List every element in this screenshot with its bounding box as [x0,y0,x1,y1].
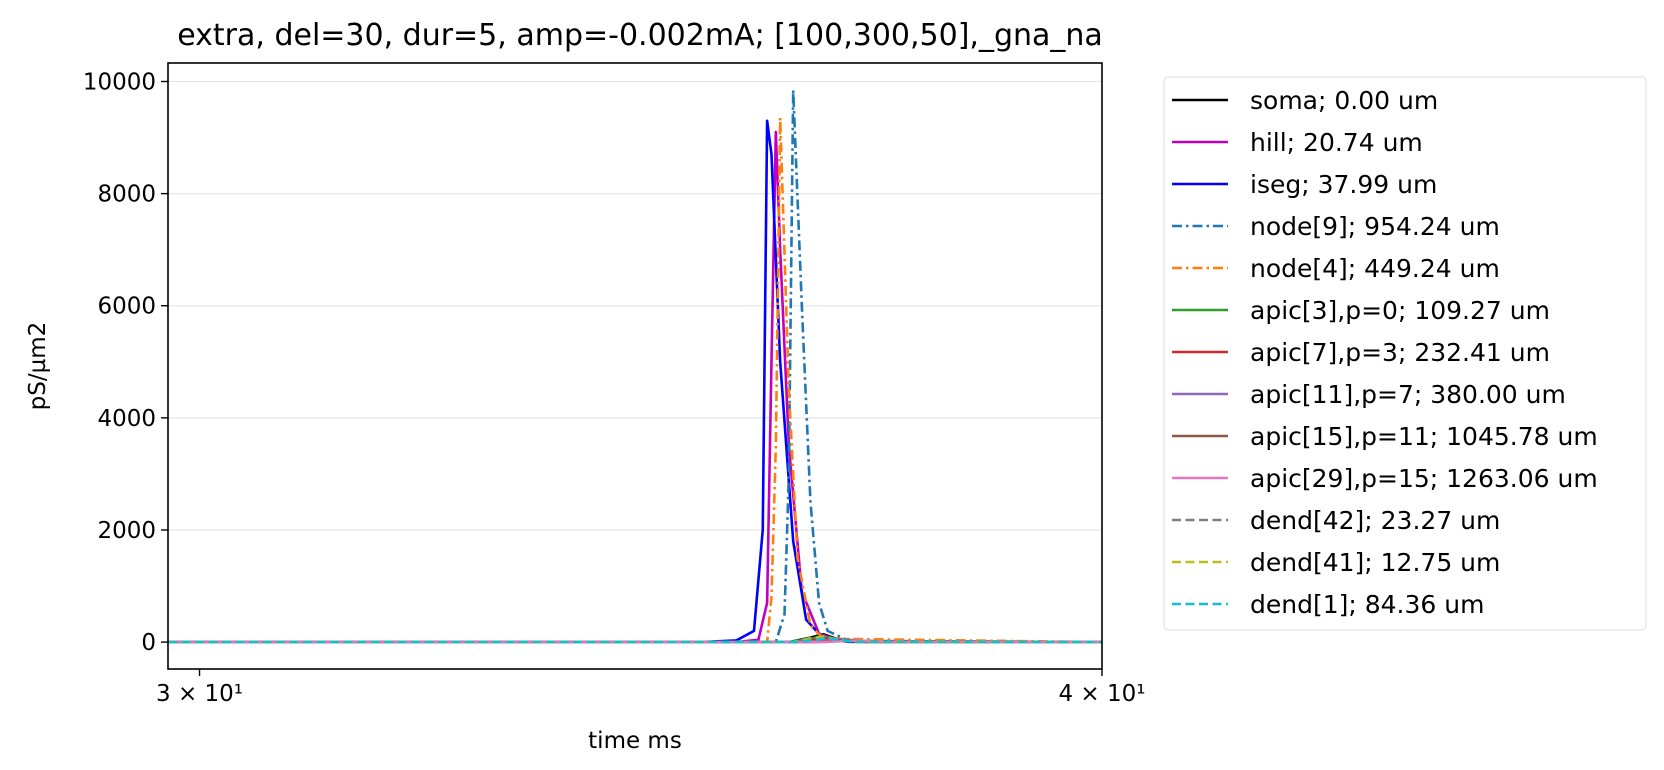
x-tick-label: 3 × 10¹ [156,681,243,707]
y-axis-label: pS/µm2 [25,322,51,411]
x-tick-label: 4 × 10¹ [1058,681,1145,707]
y-tick-label: 0 [141,630,156,656]
series-line-12 [168,636,1102,644]
y-tick-label: 10000 [83,69,156,95]
legend-label-10: dend[42]; 23.27 um [1250,506,1500,535]
legend-label-8: apic[15],p=11; 1045.78 um [1250,422,1598,451]
legend-label-3: node[9]; 954.24 um [1250,212,1500,241]
legend-label-0: soma; 0.00 um [1250,86,1438,115]
legend: soma; 0.00 um hill; 20.74 um iseg; 37.99 u… [1163,76,1647,631]
legend-label-12: dend[1]; 84.36 um [1250,590,1484,619]
y-tick-label: 6000 [97,294,156,320]
legend-label-5: apic[3],p=0; 109.27 um [1250,296,1550,325]
legend-label-2: iseg; 37.99 um [1250,170,1437,199]
legend-label-1: hill; 20.74 um [1250,128,1423,157]
legend-label-7: apic[11],p=7; 380.00 um [1250,380,1566,409]
y-tick-label: 8000 [97,182,156,208]
plot-frame [167,62,1103,670]
series-line-3 [168,88,1102,644]
legend-label-11: dend[41]; 12.75 um [1250,548,1500,577]
chart-title: extra, del=30, dur=5, amp=-0.002mA; [100… [177,18,1103,53]
legend-box [1163,76,1647,631]
legend-label-4: node[4]; 449.24 um [1250,254,1500,283]
grid [168,80,1102,531]
legend-label-9: apic[29],p=15; 1263.06 um [1250,464,1598,493]
y-axis: 0 2000 4000 6000 8000 10000 [83,69,168,656]
y-tick-label: 4000 [97,406,156,432]
y-tick-label: 2000 [97,518,156,544]
series-line-4 [168,116,1102,644]
legend-label-6: apic[7],p=3; 232.41 um [1250,338,1550,367]
x-axis-label: time ms [588,728,682,754]
plot-lines [168,88,1102,644]
x-axis: 3 × 10¹ 4 × 10¹ [156,669,1146,707]
